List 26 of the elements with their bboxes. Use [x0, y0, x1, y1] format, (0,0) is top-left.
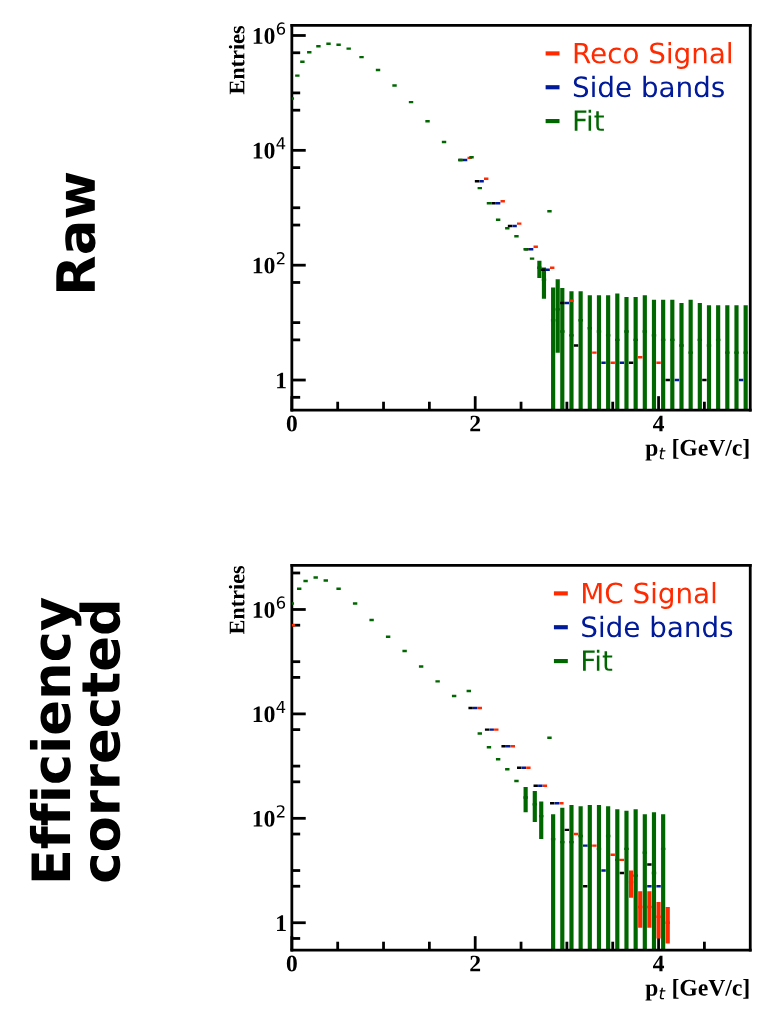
legend-label: Reco Signal: [574, 42, 731, 69]
y-axis-title: Entries: [228, 25, 245, 95]
y-tick-label: 10$^{4}$: [253, 137, 286, 159]
x-tick-label: 4: [652, 415, 665, 432]
y-tick-label: 10$^{4}$: [253, 700, 286, 723]
x-axis-title: p$_{t}$ [GeV/c]: [645, 979, 749, 1001]
y-tick-label: 10$^{6}$: [253, 22, 286, 44]
legend-label: Fit: [574, 109, 604, 131]
y-tick-label: 10$^{6}$: [253, 596, 286, 618]
legend-label: Side bands: [582, 615, 733, 638]
y-axis-title: Entries: [228, 565, 245, 635]
y-tick-label: 1: [277, 372, 286, 389]
legend-label: Fit: [583, 649, 613, 671]
x-axis-title: p$_{t}$ [GeV/c]: [645, 439, 749, 461]
x-tick-label: 2: [470, 415, 481, 432]
legend-label: MC Signal: [583, 582, 716, 609]
y-tick-label: 10$^{2}$: [253, 252, 285, 274]
x-tick-label: 2: [470, 955, 481, 972]
x-tick-label: 0: [286, 955, 297, 972]
legend-label: Side bands: [573, 75, 724, 98]
x-tick-label: 0: [286, 415, 297, 432]
y-tick-label: 10$^{2}$: [253, 805, 285, 827]
y-tick-label: 1: [277, 915, 286, 931]
text: Efficiency corrected: [29, 597, 121, 882]
x-tick-label: 4: [652, 955, 665, 972]
text: Raw: [56, 172, 96, 292]
